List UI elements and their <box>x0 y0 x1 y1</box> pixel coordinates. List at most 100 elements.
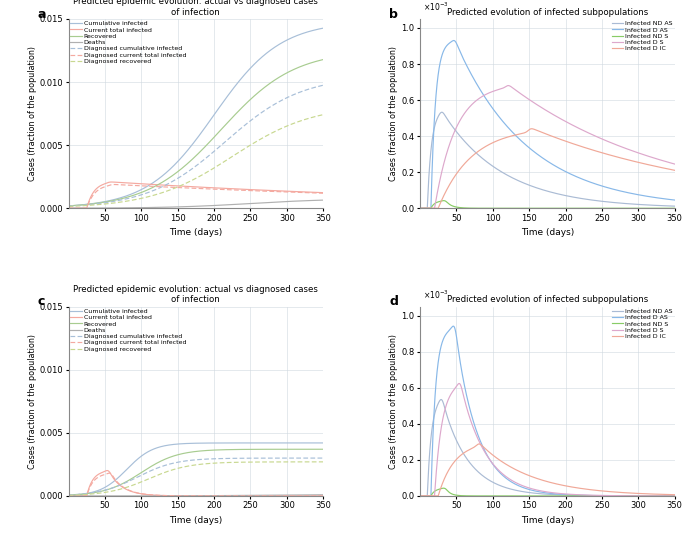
Diagnosed current total infected <box>265 493 273 499</box>
Infected D IC <box>540 478 548 484</box>
Text: c: c <box>38 295 45 308</box>
Diagnosed current total infected <box>312 493 320 499</box>
Diagnosed current total infected <box>319 493 327 499</box>
Diagnosed cumulative infected <box>312 455 320 461</box>
Recovered <box>319 56 327 63</box>
Deaths <box>319 197 327 203</box>
Infected ND AS <box>429 131 437 138</box>
Line: Recovered: Recovered <box>68 449 323 495</box>
Line: Recovered: Recovered <box>68 60 323 206</box>
Infected ND AS <box>540 491 548 497</box>
Diagnosed current total infected <box>182 493 190 499</box>
Infected ND AS <box>616 200 625 207</box>
Diagnosed cumulative infected <box>188 457 197 463</box>
Infected D S <box>663 159 671 165</box>
Deaths <box>182 493 190 499</box>
Line: Deaths: Deaths <box>68 495 323 496</box>
Infected ND S <box>663 205 671 211</box>
Title: Predicted epidemic evolution: actual vs diagnosed cases
of infection: Predicted epidemic evolution: actual vs … <box>73 0 319 17</box>
Infected D AS <box>663 493 671 499</box>
Cumulative infected <box>182 440 190 447</box>
Current total infected <box>188 183 197 190</box>
Infected D AS <box>540 156 548 162</box>
Diagnosed current total infected <box>265 188 273 195</box>
Line: Infected D S: Infected D S <box>420 86 675 208</box>
Infected ND AS <box>533 490 541 496</box>
Cumulative infected <box>182 150 190 156</box>
Infected ND S <box>416 205 424 211</box>
Legend: Infected ND AS, Infected D AS, Infected ND S, Infected D S, Infected D IC: Infected ND AS, Infected D AS, Infected … <box>612 21 673 51</box>
Infected ND S <box>440 197 448 204</box>
Infected D AS <box>671 493 679 499</box>
Infected ND S <box>533 493 541 499</box>
Line: Infected D S: Infected D S <box>420 384 675 496</box>
X-axis label: Time (days): Time (days) <box>169 516 223 525</box>
Infected D IC <box>663 491 671 498</box>
Deaths <box>265 492 273 498</box>
Diagnosed recovered <box>64 203 73 210</box>
Infected D IC <box>616 154 625 161</box>
Diagnosed recovered <box>312 113 320 120</box>
Current total infected <box>265 493 273 499</box>
Current total infected <box>77 205 86 211</box>
Cumulative infected <box>319 25 327 31</box>
Cumulative infected <box>312 440 320 446</box>
Infected D S <box>616 143 625 150</box>
Infected D AS <box>449 37 458 44</box>
Diagnosed current total infected <box>64 493 73 499</box>
Deaths <box>312 197 320 204</box>
Text: $\times10^{-3}$: $\times10^{-3}$ <box>423 288 448 301</box>
Recovered <box>265 81 273 87</box>
Line: Diagnosed recovered: Diagnosed recovered <box>68 462 323 495</box>
Infected ND S <box>663 493 671 499</box>
Line: Current total infected: Current total infected <box>68 470 323 496</box>
Diagnosed recovered <box>64 492 73 499</box>
Deaths <box>64 493 73 499</box>
Recovered <box>182 450 190 456</box>
Infected ND AS <box>438 109 446 115</box>
Title: Predicted evolution of infected subpopulations: Predicted evolution of infected subpopul… <box>447 8 648 17</box>
Infected D AS <box>429 144 437 150</box>
Infected ND S <box>616 205 625 211</box>
Infected ND AS <box>533 185 541 191</box>
Current total infected <box>319 493 327 499</box>
Infected D IC <box>533 127 541 134</box>
Diagnosed current total infected <box>312 190 320 196</box>
Line: Cumulative infected: Cumulative infected <box>68 443 323 495</box>
Diagnosed cumulative infected <box>188 165 197 172</box>
Diagnosed current total infected <box>105 470 114 476</box>
Infected D IC <box>663 165 671 172</box>
Infected ND S <box>429 202 437 208</box>
Deaths <box>265 199 273 206</box>
Infected ND AS <box>663 493 671 499</box>
Diagnosed cumulative infected <box>182 457 190 464</box>
Infected D IC <box>429 205 437 211</box>
Infected D AS <box>663 493 671 499</box>
Line: Cumulative infected: Cumulative infected <box>68 28 323 206</box>
Current total infected <box>312 189 320 196</box>
Infected D S <box>455 380 463 387</box>
Current total infected <box>64 205 73 211</box>
Recovered <box>319 446 327 453</box>
Recovered <box>64 492 73 498</box>
Y-axis label: Cases (fraction of the population): Cases (fraction of the population) <box>390 46 399 181</box>
Infected D S <box>416 493 424 499</box>
Line: Diagnosed recovered: Diagnosed recovered <box>68 115 323 207</box>
Infected D IC <box>429 493 437 499</box>
Infected ND AS <box>671 203 679 209</box>
Cumulative infected <box>188 141 197 147</box>
Diagnosed recovered <box>312 459 320 465</box>
Infected D S <box>533 101 541 108</box>
Infected ND S <box>540 205 548 211</box>
Cumulative infected <box>265 48 273 55</box>
Text: b: b <box>390 8 398 21</box>
Line: Infected D IC: Infected D IC <box>420 444 675 496</box>
Line: Infected ND S: Infected ND S <box>420 488 675 496</box>
Diagnosed cumulative infected <box>312 84 320 91</box>
Diagnosed cumulative infected <box>77 202 86 209</box>
Infected D IC <box>416 493 424 499</box>
X-axis label: Time (days): Time (days) <box>521 516 574 525</box>
Diagnosed cumulative infected <box>182 170 190 177</box>
Diagnosed cumulative infected <box>319 82 327 88</box>
Infected ND AS <box>663 203 671 209</box>
